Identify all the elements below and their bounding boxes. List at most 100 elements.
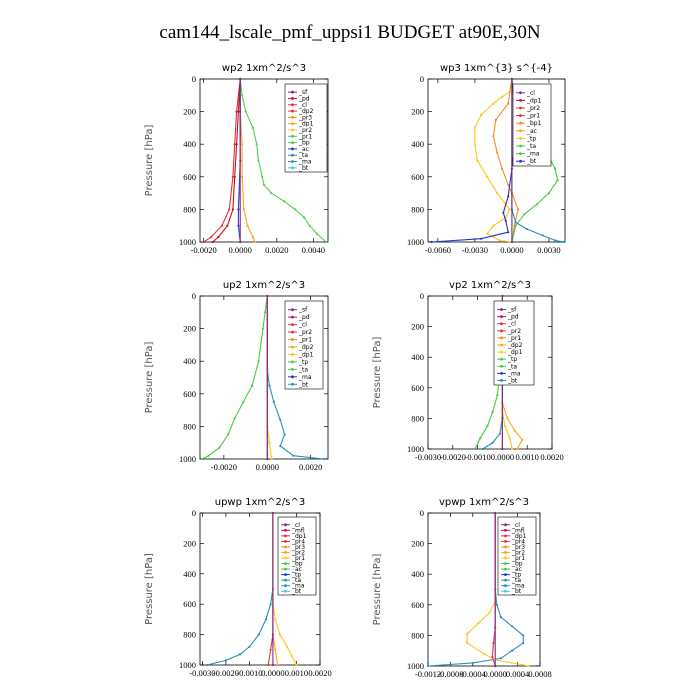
data-point [279, 444, 282, 448]
plot-frame [427, 512, 541, 667]
panel-vpwp: vpwp 1xm^2/s^3 Pressure [hPa] 0 200 400 600 80… [372, 497, 552, 679]
data-point [295, 663, 298, 667]
legend-marker [519, 144, 522, 148]
legend-entry: _ma [526, 151, 540, 158]
legend-entry: _bp [298, 140, 310, 147]
y-tick-label: 200 [411, 107, 424, 117]
x-tick-label: 0.0020 [299, 462, 322, 472]
y-tick-label: 600 [411, 600, 424, 610]
data-point [466, 632, 469, 636]
x-tick-label: -0.0012 [415, 669, 441, 679]
panel-title: upwp 1xm^2/s^3 [215, 497, 305, 508]
y-tick-label: 400 [183, 139, 196, 149]
legend-marker [291, 160, 294, 163]
data-point [494, 511, 497, 515]
data-point [502, 211, 505, 214]
legend-entry: _dp2 [507, 342, 523, 349]
data-point [271, 511, 274, 515]
legend-marker [519, 159, 522, 163]
data-point [498, 239, 501, 242]
data-point [508, 208, 511, 211]
x-tick-label: 0.0020 [540, 452, 563, 462]
data-point [501, 447, 504, 451]
legend-entry: _sf [298, 307, 308, 314]
data-point [495, 603, 498, 606]
data-point [261, 175, 264, 178]
data-point [251, 236, 255, 239]
legend-marker [519, 91, 522, 95]
legend-entry: _ma [291, 583, 305, 590]
panel-up2: up2 1xm^2/s^3 Pressure [hPa] 0 200 400 600 800… [144, 280, 329, 472]
legend-entry: _tp [507, 356, 517, 363]
legend-entry: _bt [511, 588, 522, 595]
y-tick-label: 600 [411, 172, 424, 182]
legend-box [512, 83, 552, 167]
y-tick-label: 800 [411, 630, 424, 640]
legend-entry: _bp [511, 561, 523, 568]
data-point [492, 135, 495, 138]
panel-title: wp3 1xm^{3} s^{-4} [440, 63, 553, 74]
legend-entry: _bt [291, 588, 302, 595]
legend-entry: _ma [511, 583, 525, 590]
data-point [248, 645, 251, 648]
data-point [274, 648, 277, 651]
data-point [480, 237, 483, 240]
data-point [525, 227, 528, 231]
legend-marker [504, 562, 507, 565]
data-point [492, 102, 495, 105]
series-ta [206, 511, 274, 667]
data-point [481, 447, 484, 451]
data-point [303, 216, 306, 219]
y-tick-label: 600 [183, 389, 196, 399]
y-tick-label: 800 [411, 204, 424, 214]
legend-entry: _dp1 [507, 349, 523, 356]
series-line [239, 79, 256, 243]
legend-marker [291, 97, 294, 100]
data-point [269, 648, 272, 651]
data-point [513, 429, 516, 432]
data-point [227, 433, 230, 436]
panel-wp3: wp3 1xm^{3} s^{-4}02004006008001000-0.00… [407, 63, 566, 255]
y-tick-label: 400 [183, 569, 196, 579]
data-point [228, 208, 231, 211]
data-point [510, 240, 513, 244]
y-tick-label: 1000 [407, 237, 424, 247]
y-axis-label: Pressure [hPa] [144, 342, 155, 414]
legend-entry: _ta [511, 577, 521, 584]
legend-marker [519, 129, 522, 133]
y-tick-label: 800 [183, 630, 196, 640]
x-tick-label: -0.0020 [211, 462, 237, 472]
data-point [491, 655, 494, 658]
data-point [220, 224, 223, 227]
y-tick-label: 600 [183, 599, 196, 609]
data-point [251, 126, 255, 129]
data-point [246, 224, 249, 227]
y-tick-label: 1000 [179, 237, 196, 247]
data-point [430, 240, 433, 244]
y-tick-label: 0 [420, 291, 424, 301]
data-point [501, 294, 504, 298]
y-tick-label: 800 [183, 204, 196, 214]
x-tick-label: -0.0020 [213, 668, 239, 678]
legend-entry: _pr3 [291, 544, 305, 551]
data-point [255, 143, 258, 146]
data-point [492, 641, 495, 645]
data-point [315, 232, 319, 235]
data-point [237, 110, 240, 113]
legend-marker [500, 371, 503, 375]
y-tick-label: 600 [411, 383, 424, 393]
legend: _cl_dp1_pr2_pr1_bp1_ac_tp_ta_ma_bt [512, 83, 552, 167]
data-point [498, 432, 501, 435]
legend-entry: _ac [298, 146, 309, 153]
legend-marker [291, 134, 294, 138]
legend-entry: _bt [507, 377, 518, 384]
y-tick-label: 400 [183, 356, 196, 366]
x-tick-label: -0.0020 [440, 452, 466, 462]
legend-marker [500, 350, 503, 354]
data-point [554, 167, 557, 170]
legend-marker [284, 534, 287, 538]
legend-entry: _ta [298, 152, 308, 159]
data-point [504, 219, 507, 222]
x-tick-label: -0.0030 [415, 452, 441, 462]
panel-title: vp2 1xm^2/s^3 [449, 280, 531, 291]
